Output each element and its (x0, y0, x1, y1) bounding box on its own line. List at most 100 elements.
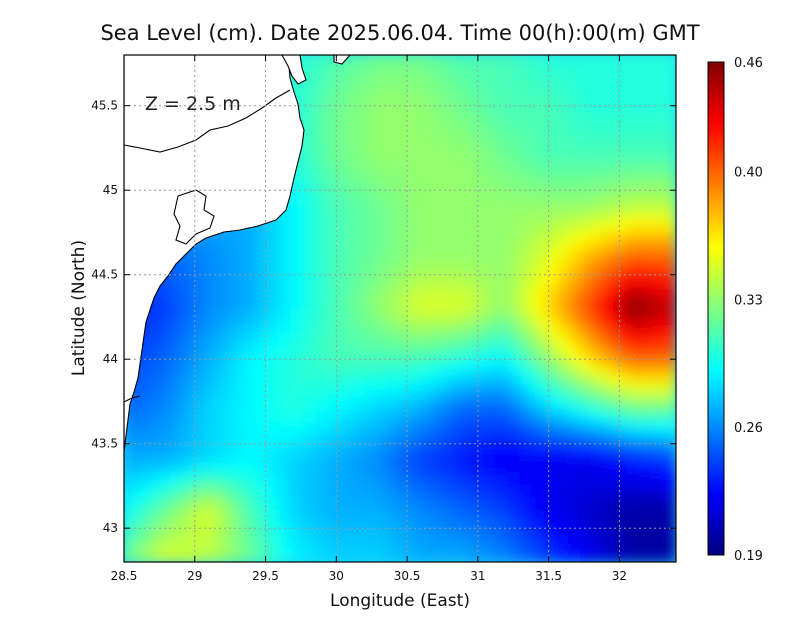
field-cell (615, 130, 629, 145)
field-cell (375, 459, 389, 475)
field-cell (243, 282, 257, 297)
field-cell (159, 294, 173, 310)
field-cell (411, 446, 425, 462)
field-cell (339, 459, 353, 475)
field-cell (459, 55, 473, 69)
field-cell (543, 383, 557, 399)
field-cell (555, 332, 569, 348)
field-cell (615, 497, 629, 513)
field-cell (603, 497, 617, 513)
colorbar-tick-label: 0.40 (734, 166, 763, 181)
field-cell (435, 446, 449, 462)
field-cell (447, 294, 461, 310)
field-cell (195, 358, 209, 373)
field-cell (339, 155, 353, 171)
field-cell (459, 180, 473, 196)
field-cell (447, 522, 461, 538)
field-cell (651, 332, 665, 348)
field-cell (555, 421, 569, 437)
field-cell (435, 497, 449, 513)
field-cell (543, 180, 557, 196)
field-cell (399, 396, 413, 411)
field-cell (423, 244, 437, 259)
field-cell (303, 79, 317, 95)
field-cell (579, 104, 593, 120)
field-cell (399, 332, 413, 348)
field-cell (291, 434, 305, 449)
field-cell (663, 92, 676, 107)
field-cell (315, 104, 329, 120)
field-cell (447, 193, 461, 209)
field-cell (231, 459, 245, 475)
field-cell (219, 510, 233, 525)
field-cell (315, 180, 329, 196)
field-cell (531, 320, 545, 335)
field-cell (291, 206, 305, 221)
field-cell (411, 396, 425, 411)
field-cell (543, 320, 557, 335)
field-cell (567, 79, 581, 95)
field-cell (447, 130, 461, 145)
field-cell (555, 535, 569, 551)
field-cell (507, 244, 521, 259)
field-cell (411, 244, 425, 259)
field-cell (363, 218, 377, 234)
field-cell (579, 244, 593, 259)
field-cell (495, 256, 509, 272)
field-cell (291, 332, 305, 348)
field-cell (471, 484, 485, 500)
field-cell (135, 434, 149, 449)
field-cell (231, 370, 245, 386)
field-cell (435, 510, 449, 525)
field-cell (639, 510, 653, 525)
field-cell (495, 383, 509, 399)
field-cell (135, 421, 149, 437)
field-cell (219, 307, 233, 323)
field-cell (399, 548, 413, 562)
field-cell (519, 104, 533, 120)
field-cell (387, 370, 401, 386)
field-cell (339, 180, 353, 196)
field-cell (447, 320, 461, 335)
field-cell (327, 408, 341, 424)
field-cell (147, 548, 161, 562)
field-cell (543, 256, 557, 272)
field-cell (483, 434, 497, 449)
field-cell (135, 408, 149, 424)
field-cell (207, 446, 221, 462)
field-cell (495, 117, 509, 133)
field-cell (639, 358, 653, 373)
field-cell (447, 117, 461, 133)
field-cell (351, 218, 365, 234)
field-cell (531, 358, 545, 373)
field-cell (411, 180, 425, 196)
field-cell (267, 218, 281, 234)
field-cell (327, 142, 341, 158)
field-cell (543, 396, 557, 411)
field-cell (171, 370, 185, 386)
field-cell (663, 396, 676, 411)
field-cell (543, 548, 557, 562)
field-cell (543, 142, 557, 158)
field-cell (171, 472, 185, 487)
field-cell (543, 244, 557, 259)
field-cell (423, 345, 437, 361)
field-cell (291, 472, 305, 487)
field-cell (447, 459, 461, 475)
field-cell (399, 522, 413, 538)
field-cell (363, 155, 377, 171)
field-cell (423, 66, 437, 82)
field-cell (255, 535, 269, 551)
field-cell (531, 66, 545, 82)
field-cell (279, 548, 293, 562)
field-cell (315, 510, 329, 525)
field-cell (543, 79, 557, 95)
field-cell (495, 472, 509, 487)
field-cell (267, 256, 281, 272)
field-cell (387, 421, 401, 437)
field-cell (519, 370, 533, 386)
field-cell (399, 535, 413, 551)
field-cell (615, 206, 629, 221)
field-cell (315, 497, 329, 513)
